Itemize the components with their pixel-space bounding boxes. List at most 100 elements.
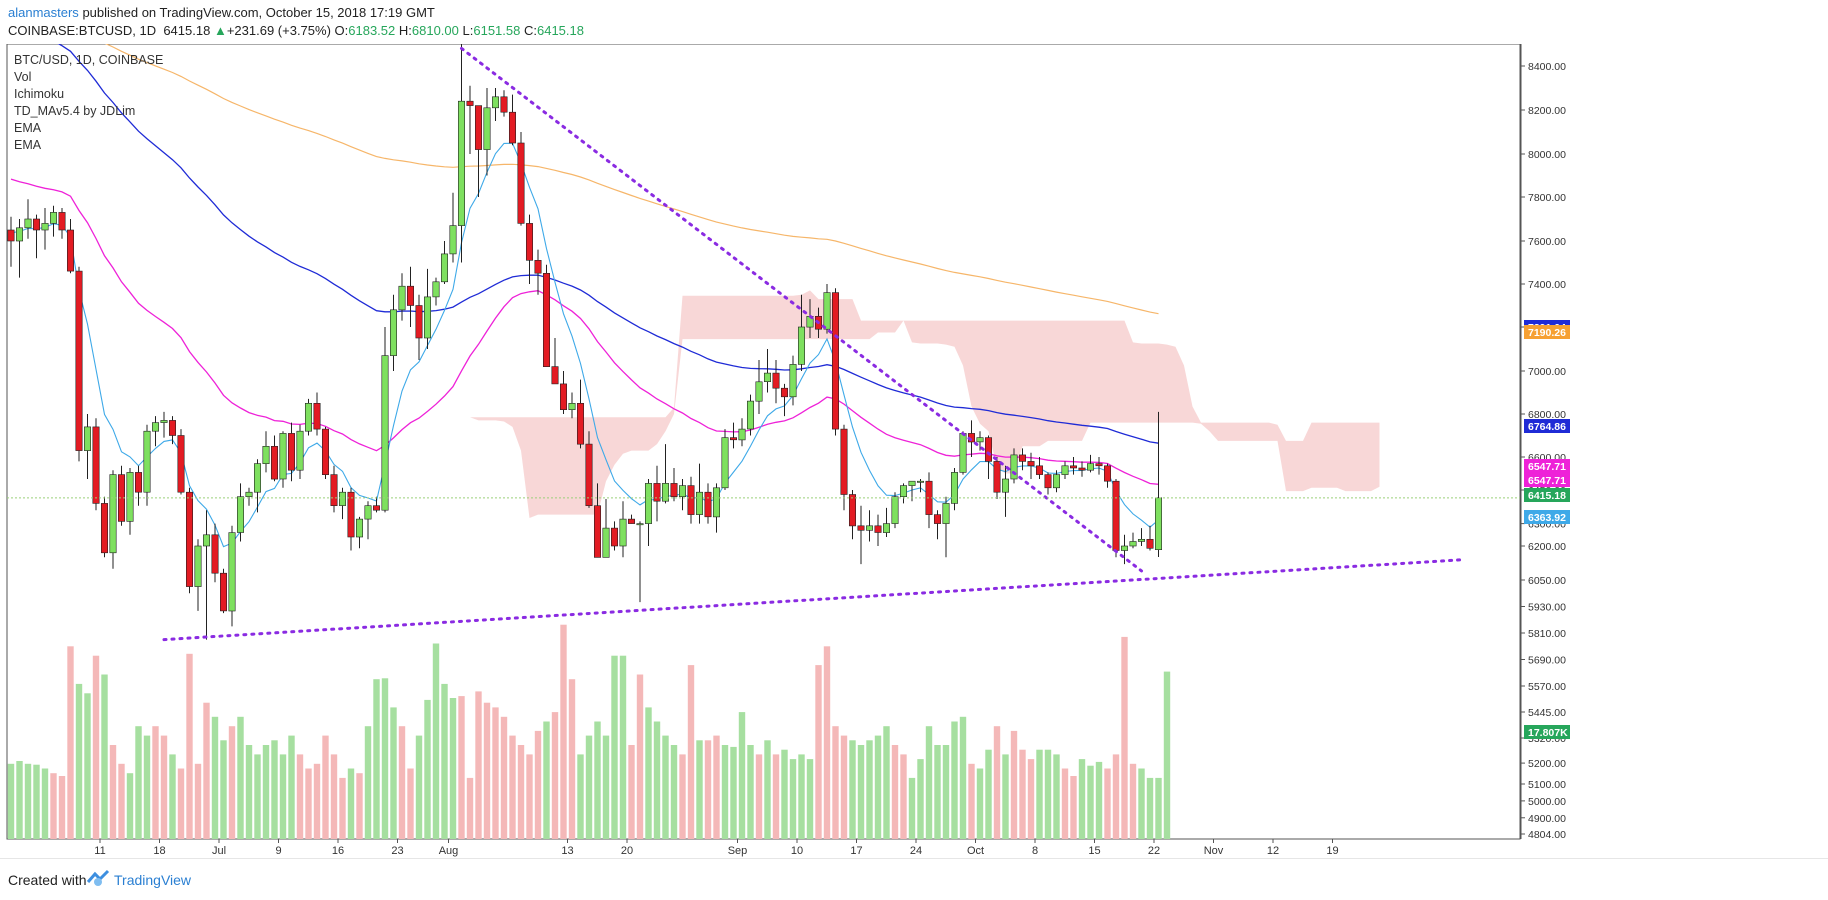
time-tick-label: 10 <box>791 845 803 857</box>
bearish-candle <box>406 285 414 306</box>
volume-bar <box>356 773 363 839</box>
bearish-candle <box>330 474 338 507</box>
legend-ema-1[interactable]: EMA <box>14 121 42 135</box>
legend-vol[interactable]: Vol <box>14 70 32 84</box>
price-marker <box>1524 419 1570 433</box>
time-tick-label: 16 <box>332 845 344 857</box>
time-tick-label: 23 <box>391 845 403 857</box>
volume-bar <box>330 754 338 839</box>
volume-bar <box>934 745 941 839</box>
tradingview-brand[interactable]: TradingView <box>114 872 192 888</box>
volume-bar <box>789 759 797 839</box>
bullish-candle <box>84 426 92 451</box>
volume-bar <box>1061 768 1069 839</box>
volume-bar <box>194 763 202 839</box>
price-tick-label: 5100.00 <box>1528 779 1566 791</box>
bullish-candle <box>746 400 754 430</box>
bullish-candle <box>568 402 576 410</box>
volume-bar <box>296 754 304 839</box>
volume-bar <box>483 702 491 839</box>
volume-bar <box>7 763 15 839</box>
volume-bar <box>517 745 525 839</box>
bearish-candle <box>559 383 567 410</box>
bullish-candle <box>602 527 610 558</box>
volume-bar <box>900 754 907 839</box>
volume-bar <box>543 721 550 839</box>
price-marker-label: 17.807K <box>1528 727 1568 739</box>
volume-bar <box>704 740 712 839</box>
volume-bar <box>313 763 321 839</box>
bullish-candle <box>143 430 151 493</box>
tradingview-logo-icon[interactable] <box>86 868 110 891</box>
volume-bar <box>738 712 746 839</box>
volume-bar <box>441 683 448 839</box>
volume-bar <box>254 754 261 839</box>
volume-bar <box>1104 768 1111 839</box>
bearish-candle <box>933 514 941 524</box>
symbol-label[interactable]: COINBASE:BTCUSD, 1D <box>8 23 157 38</box>
bearish-candle <box>101 503 109 554</box>
publish-text: published on TradingView.com, October 15… <box>82 5 435 20</box>
bearish-candle <box>653 483 661 502</box>
price-marker <box>1524 459 1570 473</box>
bearish-candle <box>993 461 1001 493</box>
bearish-candle <box>534 260 542 274</box>
volume-bar <box>687 665 695 839</box>
volume-bar <box>619 655 627 839</box>
volume-bar <box>390 707 397 839</box>
bullish-candle <box>262 445 270 464</box>
volume-bar <box>1053 754 1060 839</box>
volume-bar <box>1027 759 1035 839</box>
bearish-candle <box>840 428 848 495</box>
volume-bar <box>160 735 168 839</box>
price-tick-label: 6800.00 <box>1528 409 1566 421</box>
legend-ema-2[interactable]: EMA <box>14 138 42 152</box>
author-link[interactable]: alanmasters <box>8 5 79 20</box>
bullish-candle <box>1138 538 1146 542</box>
volume-bar <box>339 777 346 839</box>
bearish-candle <box>517 142 525 224</box>
time-tick-label: 8 <box>1032 845 1038 857</box>
bearish-candle <box>704 491 712 518</box>
legend-ichimoku[interactable]: Ichimoku <box>14 87 65 101</box>
bearish-candle <box>1112 480 1120 551</box>
bearish-candle <box>857 525 865 531</box>
bullish-candle <box>644 483 652 524</box>
volume-bar <box>364 726 372 839</box>
volume-bar <box>747 745 754 839</box>
legend-title[interactable]: BTC/USD, 1D, COINBASE <box>14 53 164 67</box>
time-tick-label: Aug <box>439 845 459 857</box>
volume-bar <box>781 749 788 839</box>
high-label: H: <box>398 23 412 38</box>
price-tick-label: 5930.00 <box>1528 602 1566 614</box>
volume-bar <box>1036 749 1043 839</box>
bullish-candle <box>1001 478 1009 493</box>
bullish-candle <box>432 281 440 298</box>
bullish-candle <box>279 433 287 480</box>
bullish-candle <box>636 523 644 526</box>
price-chart[interactable]: 8600.008400.008200.008000.007800.007600.… <box>0 44 1828 858</box>
volume-bar <box>279 754 287 839</box>
volume-bar <box>840 735 848 839</box>
volume-bar <box>466 777 474 839</box>
bearish-candle <box>610 527 618 547</box>
volume-bar <box>628 745 635 839</box>
bullish-candle <box>160 420 168 423</box>
legend-td-ma[interactable]: TD_MAv5.4 by JDLim <box>14 104 136 118</box>
last-price: 6415.18 <box>163 23 211 38</box>
bearish-candle <box>772 372 780 389</box>
volume-bar <box>560 624 567 839</box>
time-tick-label: 9 <box>275 845 281 857</box>
bearish-candle <box>372 505 380 511</box>
volume-bar <box>1010 730 1018 839</box>
volume-bar <box>823 646 831 839</box>
ema-fast-line <box>10 142 1159 548</box>
volume-bar <box>288 735 295 839</box>
ema-magenta-line <box>10 178 1159 485</box>
bullish-candle <box>763 372 771 383</box>
volume-bar <box>373 679 380 839</box>
volume-bar <box>815 665 822 839</box>
volume-bar <box>58 776 66 839</box>
bullish-candle <box>483 107 491 150</box>
volume-bar <box>662 735 669 839</box>
